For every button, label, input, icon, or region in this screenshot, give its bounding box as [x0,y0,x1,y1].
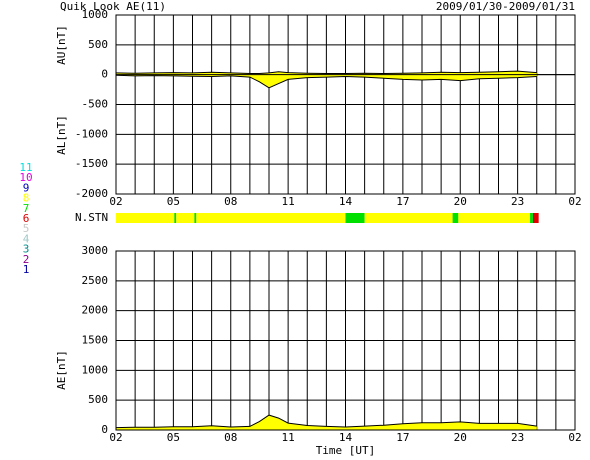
legend-entry: 1 [23,263,30,276]
station-segment [196,213,346,223]
station-segment [532,213,539,223]
y-tick-label: 2000 [82,304,109,317]
y-axis-label: AE[nT] [55,350,68,390]
plot-frame [115,14,576,195]
x-tick-label: 05 [167,431,180,444]
y-tick-label: 500 [88,38,108,51]
area-outline [115,74,537,89]
legend-entry: 8 [23,192,30,205]
y-axis-label: AU[nT] [55,25,68,65]
x-tick-label: 05 [167,195,180,208]
x-tick-label: 17 [396,431,409,444]
x-tick-label: 11 [282,431,295,444]
y-tick-label: 500 [88,393,108,406]
y-tick-label: 3000 [82,244,109,257]
y-tick-label: 0 [101,68,108,81]
area-outline [115,414,537,429]
x-tick-label: 14 [339,431,353,444]
x-tick-label: 08 [224,195,237,208]
x-tick-label: 20 [454,431,467,444]
legend-entry: 7 [23,202,30,215]
y-tick-label: 1000 [82,363,109,376]
y-tick-label: 2500 [82,274,109,287]
area [116,71,537,75]
station-segment [116,213,175,223]
area-outline [115,70,537,75]
date-range: 2009/01/30-2009/01/31 [436,0,575,13]
station-segment [194,213,197,223]
x-tick-label: 23 [511,431,524,444]
x-tick-label: 02 [568,431,581,444]
legend-entry: 9 [23,181,30,194]
x-tick-label: 02 [568,195,581,208]
x-tick-label: 23 [511,195,524,208]
x-tick-label: 17 [396,195,409,208]
legend-entry: 3 [23,243,30,256]
station-segment [452,213,459,223]
legend-entry: 10 [19,171,32,184]
station-segment [364,213,453,223]
y-tick-label: 1500 [82,334,109,347]
x-axis-label: Time [UT] [316,444,376,457]
y-tick-label: -2000 [75,187,108,200]
chart-title: Quik Look AE(11) [60,0,166,13]
y-tick-label: -500 [82,98,109,111]
station-segment [345,213,365,223]
area [116,415,537,430]
x-tick-label: 02 [109,431,122,444]
station-segment [174,213,177,223]
legend-entry: 5 [23,222,30,235]
legend-entry: 4 [23,232,30,245]
x-tick-label: 11 [282,195,295,208]
station-label: N.STN [75,211,108,224]
station-segment [458,213,531,223]
y-tick-label: -1000 [75,127,108,140]
x-tick-label: 20 [454,195,467,208]
legend-entry: 6 [23,212,30,225]
plot-frame [115,250,576,431]
station-segment [176,213,195,223]
station-segment [530,213,533,223]
legend-entry: 11 [19,161,32,174]
y-tick-label: 1000 [82,8,109,21]
y-axis-label: AL[nT] [55,115,68,155]
x-tick-label: 14 [339,195,353,208]
legend-entry: 2 [23,253,30,266]
x-tick-label: 08 [224,431,237,444]
area [116,74,537,88]
y-tick-label: 0 [101,423,108,436]
x-tick-label: 02 [109,195,122,208]
y-tick-label: -1500 [75,157,108,170]
